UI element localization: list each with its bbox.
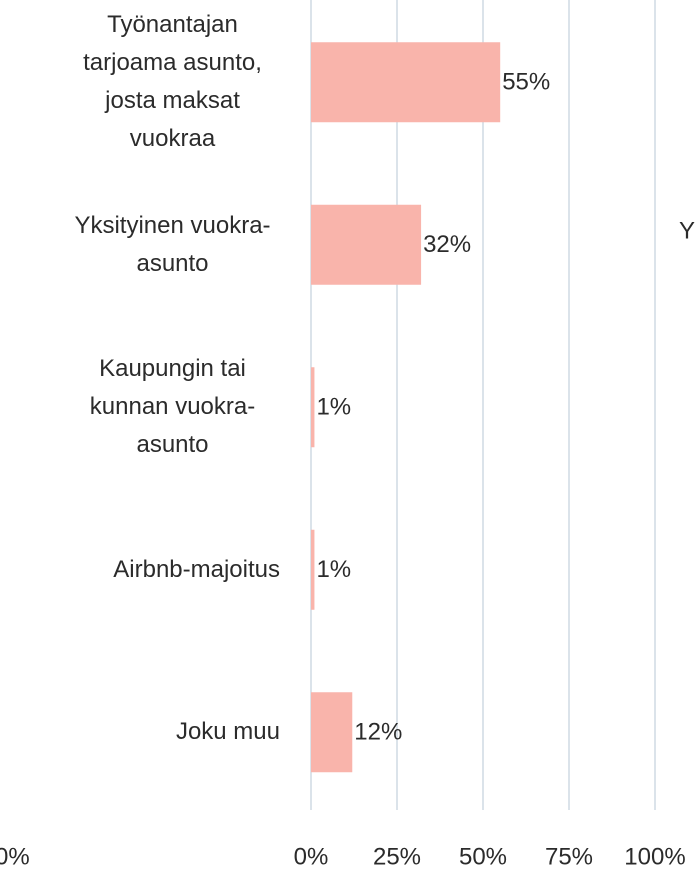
category-label-box: Joku muu xyxy=(176,651,280,813)
bar xyxy=(311,367,315,448)
category-label-box: Työnantajan tarjoama asunto, josta maksa… xyxy=(65,1,280,163)
y-tick-label: Joku muu xyxy=(175,718,280,746)
fragment-right: Y xyxy=(679,217,695,244)
bar xyxy=(311,42,501,123)
value-label: 1% xyxy=(316,394,351,421)
value-label: 32% xyxy=(423,231,471,258)
bar xyxy=(311,692,353,773)
y-tick-label: Yksityinen vuokra-asunto xyxy=(74,211,271,277)
x-tick-label: 75% xyxy=(545,843,593,870)
y-tick-label: Kaupungin tai kunnan vuokra-asunto xyxy=(89,355,256,459)
value-label: 12% xyxy=(354,719,402,746)
y-tick-label: Airbnb-majoitus xyxy=(113,555,280,583)
value-label: 55% xyxy=(502,69,550,96)
category-label-box: Yksityinen vuokra-asunto xyxy=(65,164,280,326)
fragment-left: 0% xyxy=(0,843,30,870)
bar xyxy=(311,204,422,285)
x-tick-label: 25% xyxy=(373,843,421,870)
y-tick-label: Työnantajan tarjoama asunto, josta maksa… xyxy=(83,11,262,153)
category-label-box: Airbnb-majoitus xyxy=(113,489,280,651)
x-tick-label: 100% xyxy=(624,843,685,870)
bar xyxy=(311,529,315,610)
category-label-box: Kaupungin tai kunnan vuokra-asunto xyxy=(65,326,280,488)
value-label: 1% xyxy=(316,556,351,583)
x-tick-label: 50% xyxy=(459,843,507,870)
x-tick-label: 0% xyxy=(294,843,329,870)
